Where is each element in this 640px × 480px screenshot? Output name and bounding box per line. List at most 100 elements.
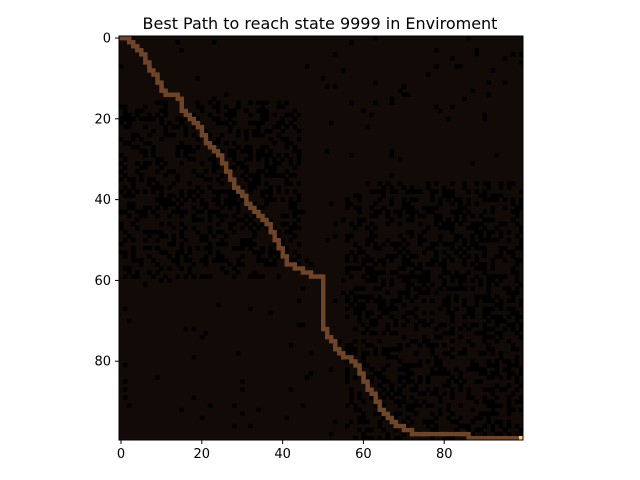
obstacle-cell: [284, 246, 289, 251]
path-cell: [147, 64, 152, 69]
obstacle-cell: [377, 286, 382, 291]
obstacle-cell: [474, 274, 479, 279]
obstacle-cell: [405, 217, 411, 223]
obstacle-cell: [264, 165, 269, 170]
obstacle-cell: [417, 363, 423, 368]
obstacle-cell: [127, 201, 132, 206]
obstacle-cell: [147, 233, 152, 239]
obstacle-cell: [514, 359, 520, 364]
obstacle-cell: [163, 201, 168, 206]
obstacle-cell: [211, 104, 217, 110]
obstacle-cell: [220, 242, 225, 247]
obstacle-cell: [478, 427, 483, 433]
obstacle-cell: [203, 246, 209, 251]
obstacle-cell: [365, 238, 370, 243]
path-cell: [361, 379, 366, 384]
obstacle-cell: [211, 141, 217, 146]
obstacle-cell: [401, 201, 407, 206]
obstacle-cell: [361, 108, 366, 114]
obstacle-cell: [377, 423, 382, 429]
obstacle-cell: [256, 181, 261, 186]
obstacle-cell: [409, 270, 415, 275]
obstacle-cell: [393, 246, 399, 251]
obstacle-cell: [357, 205, 362, 211]
obstacle-cell: [450, 318, 455, 324]
obstacle-cell: [462, 278, 467, 283]
obstacle-cell: [434, 415, 439, 421]
obstacle-cell: [288, 387, 294, 392]
obstacle-cell: [171, 233, 176, 239]
obstacle-cell: [450, 435, 455, 441]
obstacle-cell: [199, 161, 205, 166]
obstacle-cell: [361, 294, 366, 299]
obstacle-cell: [357, 318, 362, 324]
obstacle-cell: [422, 250, 427, 255]
path-cell: [494, 435, 500, 441]
obstacle-cell: [369, 274, 374, 279]
obstacle-cell: [353, 339, 358, 344]
obstacle-cell: [450, 395, 455, 400]
obstacle-cell: [458, 274, 463, 279]
obstacle-cell: [442, 278, 447, 283]
obstacle-cell: [127, 141, 132, 146]
obstacle-cell: [215, 189, 221, 194]
obstacle-cell: [357, 286, 362, 291]
obstacle-cell: [300, 403, 306, 408]
obstacle-cell: [159, 100, 164, 105]
path-cell: [357, 371, 362, 376]
obstacle-cell: [284, 415, 289, 421]
obstacle-cell: [296, 161, 302, 166]
obstacle-cell: [470, 310, 475, 316]
obstacle-cell: [365, 375, 370, 380]
obstacle-cell: [430, 419, 435, 425]
path-cell: [240, 189, 245, 194]
obstacle-cell: [252, 213, 257, 219]
obstacle-cell: [482, 423, 487, 429]
obstacle-cell: [486, 229, 491, 235]
obstacle-cell: [434, 213, 439, 219]
obstacle-cell: [224, 189, 229, 194]
obstacle-cell: [187, 270, 193, 275]
obstacle-cell: [345, 351, 350, 356]
obstacle-cell: [220, 120, 225, 126]
obstacle-cell: [365, 258, 370, 263]
obstacle-cell: [401, 185, 407, 190]
obstacle-cell: [236, 205, 241, 211]
obstacle-cell: [183, 254, 188, 259]
obstacle-cell: [256, 254, 261, 259]
obstacle-cell: [381, 282, 386, 287]
obstacle-cell: [224, 258, 229, 263]
obstacle-cell: [292, 165, 298, 170]
obstacle-cell: [442, 282, 447, 287]
path-cell: [325, 330, 330, 336]
obstacle-cell: [139, 258, 144, 263]
obstacle-cell: [413, 399, 419, 404]
obstacle-cell: [385, 355, 390, 360]
obstacle-cell: [280, 173, 285, 178]
obstacle-cell: [220, 213, 225, 219]
obstacle-cell: [417, 359, 423, 364]
obstacle-cell: [470, 343, 475, 348]
path-cell: [224, 165, 229, 170]
obstacle-cell: [381, 189, 386, 194]
obstacle-cell: [236, 104, 241, 110]
obstacle-cell: [401, 314, 407, 320]
obstacle-cell: [199, 197, 205, 202]
obstacle-cell: [264, 189, 269, 194]
obstacle-cell: [272, 258, 277, 263]
obstacle-cell: [385, 254, 390, 259]
obstacle-cell: [272, 165, 277, 170]
obstacle-cell: [482, 225, 487, 231]
obstacle-cell: [175, 173, 180, 178]
obstacle-cell: [462, 181, 467, 186]
obstacle-cell: [490, 68, 496, 73]
obstacle-cell: [450, 339, 455, 344]
obstacle-cell: [183, 238, 188, 243]
obstacle-cell: [450, 314, 455, 320]
obstacle-cell: [179, 221, 184, 227]
obstacle-cell: [381, 367, 386, 372]
obstacle-cell: [405, 242, 411, 247]
obstacle-cell: [409, 395, 415, 400]
obstacle-cell: [195, 229, 201, 235]
obstacle-cell: [518, 225, 524, 231]
